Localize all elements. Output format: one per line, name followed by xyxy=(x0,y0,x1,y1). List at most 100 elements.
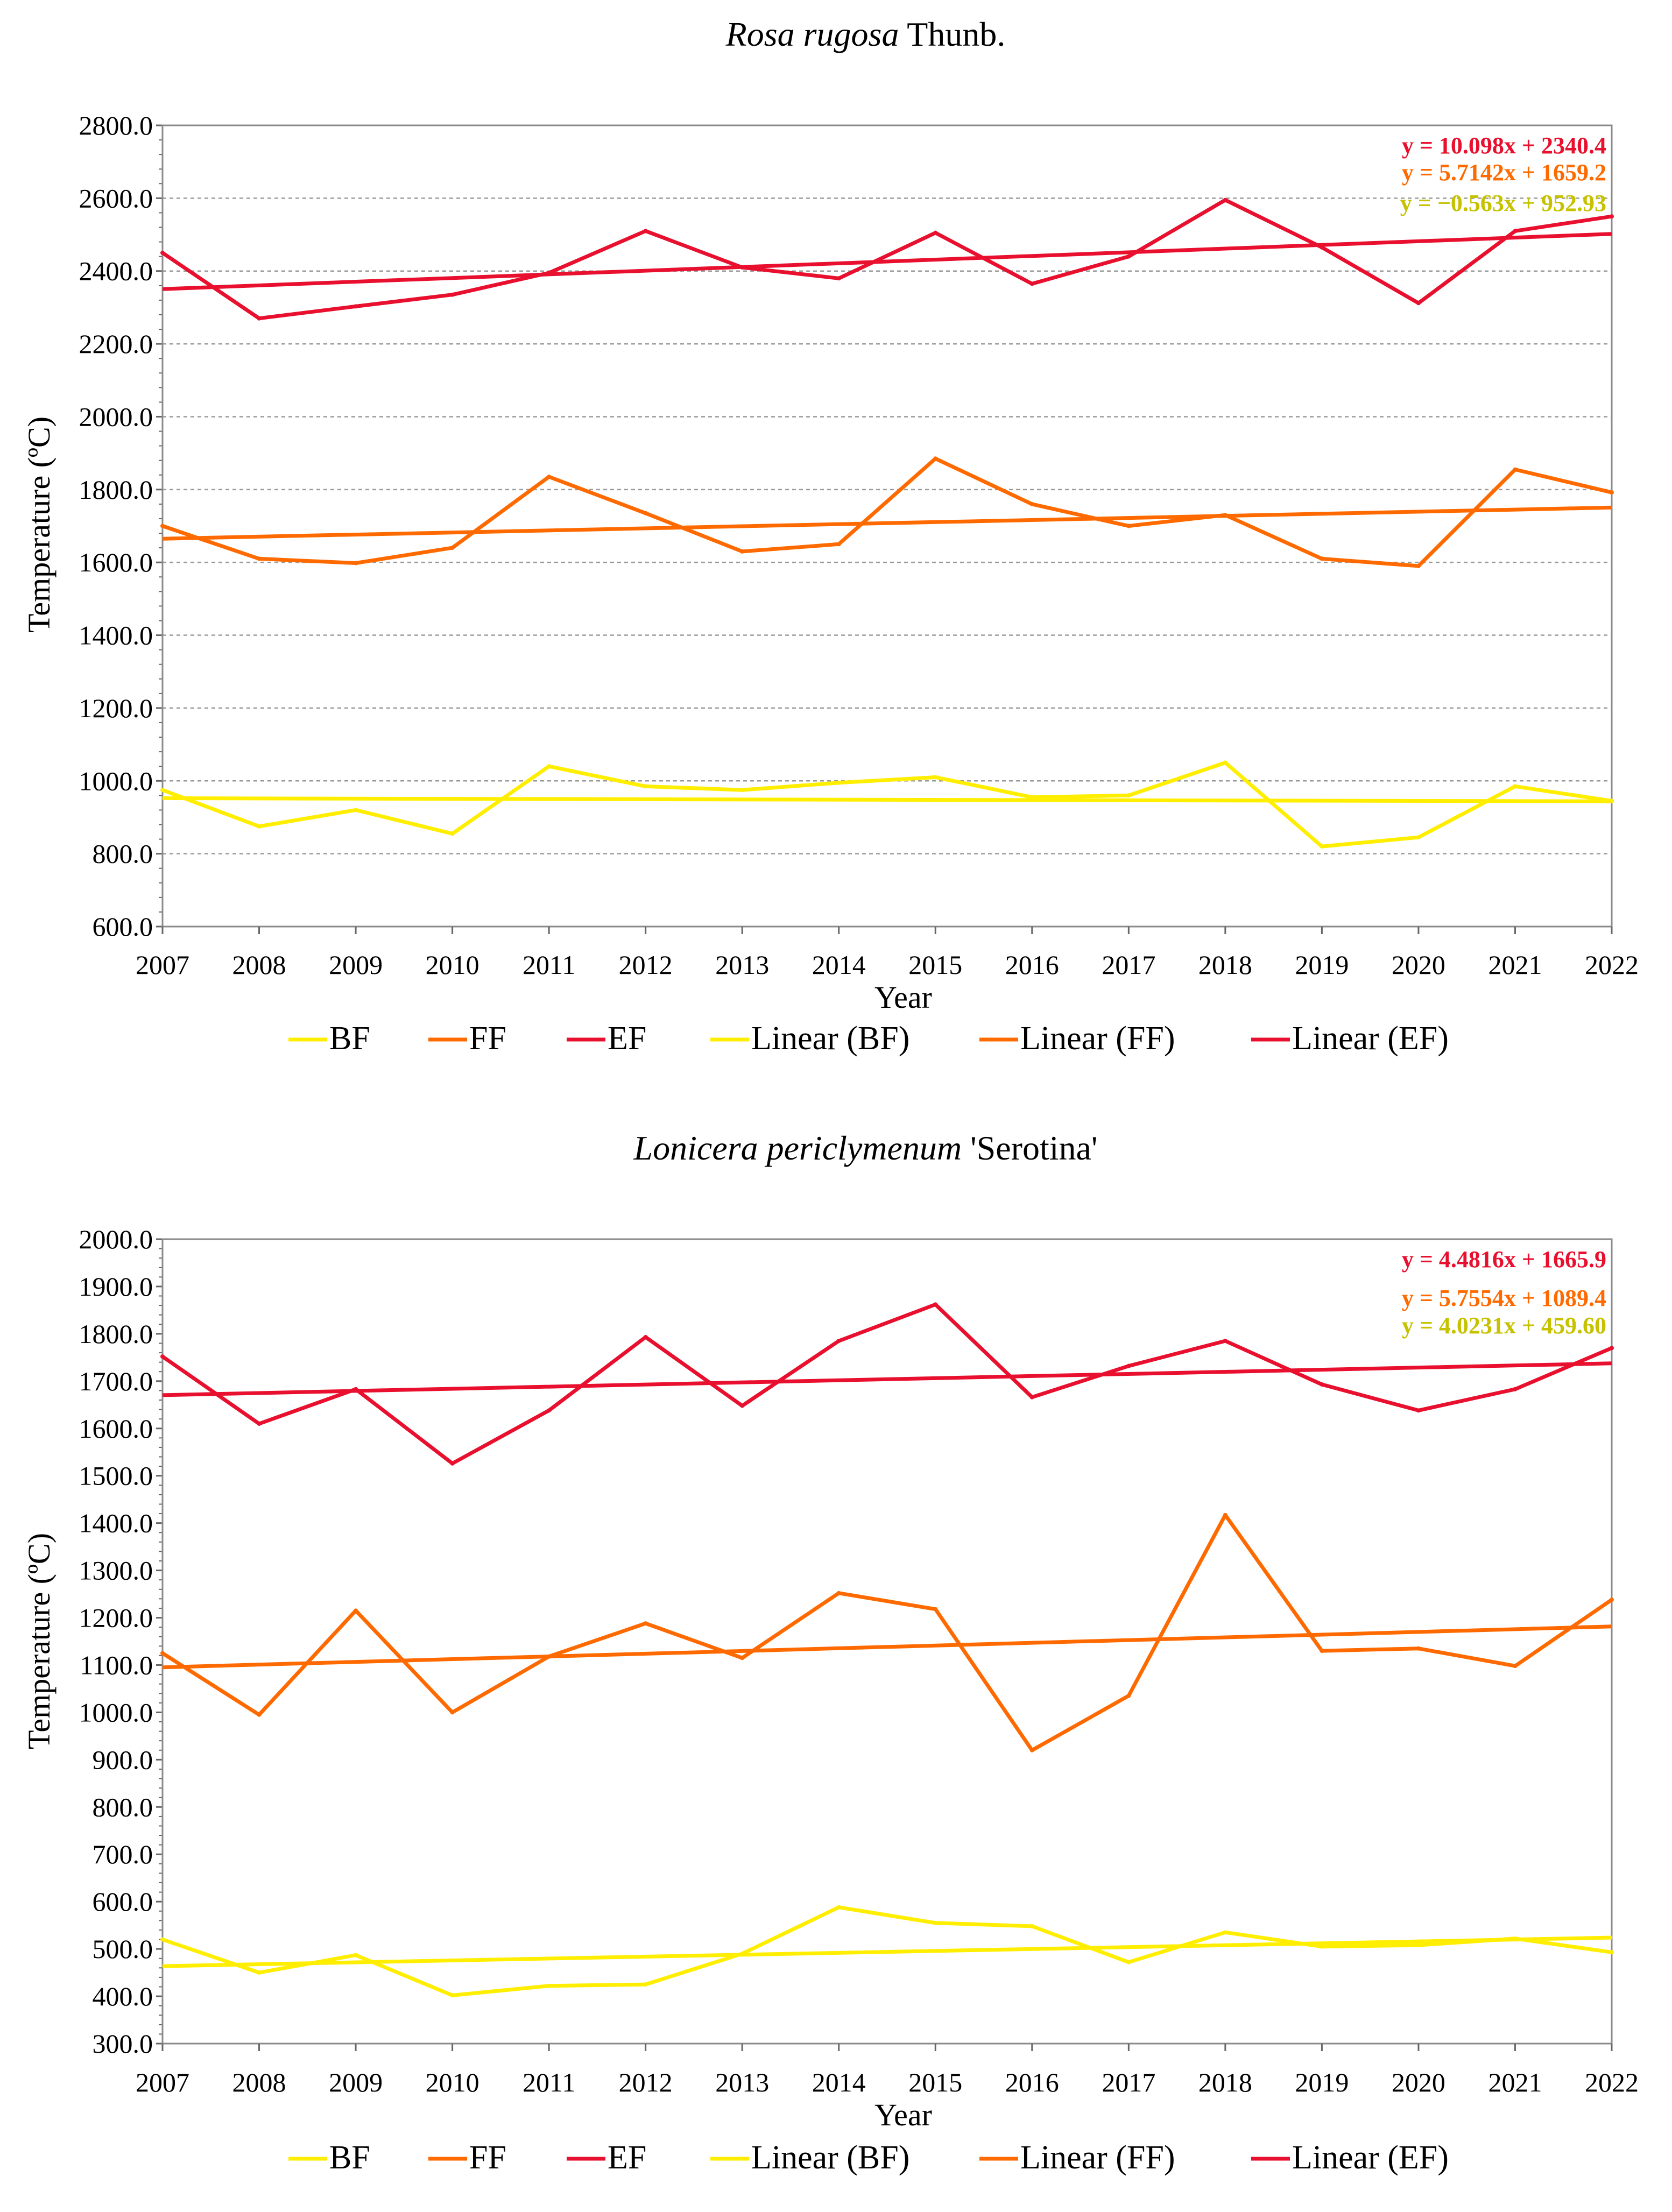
legend-label: BF xyxy=(329,2139,370,2176)
data-point-bf xyxy=(1029,1924,1034,1928)
x-tick-label: 2016 xyxy=(1005,2067,1059,2097)
x-tick-label: 2009 xyxy=(329,2067,383,2097)
data-point-ff xyxy=(160,524,165,528)
data-point-bf xyxy=(1126,793,1131,798)
chart-title: Rosa rugosa Thunb. xyxy=(725,15,1006,53)
series-line-ff xyxy=(161,456,1612,568)
data-point-ef xyxy=(160,250,165,255)
x-tick-label: 2021 xyxy=(1488,2067,1542,2097)
chart-2: Lonicera periclymenum 'Serotina' 300.0 400… xyxy=(22,1129,1639,2176)
data-point-ef xyxy=(1610,214,1614,219)
legend-label: Linear (EF) xyxy=(1292,2139,1449,2176)
data-point-bf xyxy=(933,775,938,780)
data-point-ef xyxy=(1126,1363,1131,1368)
data-point-bf xyxy=(354,1953,358,1957)
data-point-ff xyxy=(740,549,745,554)
data-point-ff xyxy=(1029,501,1034,506)
data-point-bf xyxy=(1416,1943,1421,1948)
y-tick-label: 1000.0 xyxy=(79,1697,153,1727)
data-point-bf xyxy=(1223,760,1227,765)
data-point-ff xyxy=(836,542,841,547)
data-point-ff xyxy=(257,1712,262,1717)
x-tick-label: 2017 xyxy=(1102,950,1155,980)
trendline-equation-ff: y = 5.7554x + 1089.4 xyxy=(1402,1285,1606,1311)
data-point-ff xyxy=(1320,556,1324,561)
data-point-bf xyxy=(1610,1950,1614,1955)
data-point-ff xyxy=(1513,1664,1518,1669)
data-point-ff xyxy=(1416,1646,1421,1651)
y-tick-label: 2800.0 xyxy=(79,110,153,140)
data-point-ef xyxy=(1513,229,1518,234)
data-point-bf xyxy=(1320,844,1324,849)
trendline-ef xyxy=(162,1361,1612,1397)
series-line-bf xyxy=(161,1905,1612,1997)
series-line-bf xyxy=(161,760,1612,849)
legend-item: Linear (BF) xyxy=(710,2139,909,2176)
data-point-bf xyxy=(450,1993,455,1998)
x-tick-label: 2014 xyxy=(812,950,866,980)
legend-item: Linear (EF) xyxy=(1251,2139,1449,2176)
x-tick-label: 2018 xyxy=(1198,950,1252,980)
y-tick-label: 1500.0 xyxy=(79,1461,153,1491)
data-point-bf xyxy=(1513,784,1518,789)
data-point-ff xyxy=(643,511,648,515)
data-point-ef xyxy=(547,1408,552,1413)
data-point-ff xyxy=(1416,563,1421,568)
data-point-ef xyxy=(643,229,648,234)
trendline-ff xyxy=(162,1624,1612,1670)
data-point-ef xyxy=(643,1335,648,1340)
legend-item: Linear (EF) xyxy=(1251,1020,1449,1057)
data-point-ff xyxy=(1610,1598,1614,1602)
y-tick-label: 1300.0 xyxy=(79,1556,153,1586)
y-tick-label: 2000.0 xyxy=(79,1224,153,1254)
chart-title: Lonicera periclymenum 'Serotina' xyxy=(633,1129,1098,1167)
legend-item: Linear (FF) xyxy=(979,2139,1175,2176)
trendline-bf xyxy=(162,796,1612,803)
data-point-ff xyxy=(1126,1693,1131,1698)
x-tick-label: 2007 xyxy=(136,2067,189,2097)
x-tick-label: 2008 xyxy=(232,2067,286,2097)
x-tick-label: 2011 xyxy=(523,950,575,980)
y-tick-label: 400.0 xyxy=(93,1981,153,2011)
y-tick-label: 700.0 xyxy=(93,1839,153,1869)
x-tick-label: 2022 xyxy=(1585,2067,1639,2097)
legend-item: EF xyxy=(567,2139,646,2176)
y-tick-label: 600.0 xyxy=(93,911,153,942)
data-point-ff xyxy=(836,1591,841,1595)
x-tick-label: 2013 xyxy=(715,950,769,980)
chart-title-rest: 'Serotina' xyxy=(962,1129,1097,1167)
data-point-ff xyxy=(354,561,358,566)
data-point-ef xyxy=(740,1403,745,1408)
y-tick-label: 2200.0 xyxy=(79,329,153,359)
x-tick-label: 2020 xyxy=(1392,2067,1445,2097)
data-point-ef xyxy=(257,316,262,321)
data-point-bf xyxy=(257,824,262,829)
data-point-ff xyxy=(1029,1748,1034,1752)
x-tick-label: 2009 xyxy=(329,950,383,980)
x-tick-label: 2010 xyxy=(426,2067,479,2097)
data-point-bf xyxy=(450,831,455,836)
trendline-equation-bf: y = −0.563x + 952.93 xyxy=(1400,190,1606,216)
legend-item: Linear (BF) xyxy=(710,1020,909,1057)
data-point-ef xyxy=(257,1421,262,1426)
data-point-bf xyxy=(1416,835,1421,840)
x-tick-label: 2015 xyxy=(908,950,962,980)
data-point-bf xyxy=(836,1905,841,1910)
y-tick-label: 2000.0 xyxy=(79,401,153,432)
y-tick-label: 900.0 xyxy=(93,1744,153,1775)
data-point-ef xyxy=(933,230,938,235)
data-point-ff xyxy=(257,556,262,561)
chart-1: Rosa rugosa Thunb. 600.0 800.0 1000.0 1200.0… xyxy=(22,15,1639,1057)
x-tick-label: 2015 xyxy=(908,2067,962,2097)
x-tick-label: 2018 xyxy=(1198,2067,1252,2097)
data-point-ff xyxy=(450,1710,455,1715)
plot-area xyxy=(161,124,1613,928)
chart-title-italic: Lonicera periclymenum xyxy=(633,1129,962,1167)
data-point-ef xyxy=(1513,1387,1518,1391)
data-point-ef xyxy=(1320,1382,1324,1387)
data-point-ef xyxy=(1610,1346,1614,1351)
y-tick-label: 800.0 xyxy=(93,1792,153,1822)
data-point-ef xyxy=(1029,281,1034,286)
x-tick-label: 2012 xyxy=(619,2067,673,2097)
